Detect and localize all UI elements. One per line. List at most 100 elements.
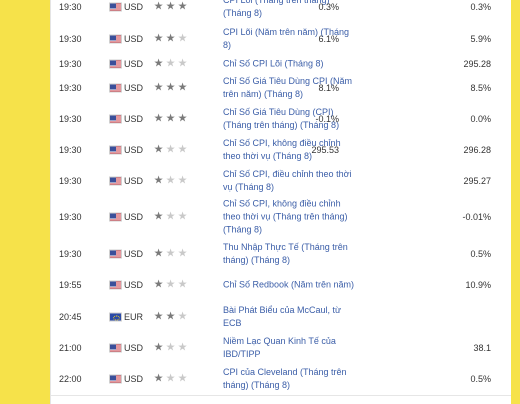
star-icon: ★ — [177, 278, 188, 291]
star-icon: ★ — [153, 278, 164, 291]
event-time: 19:30 — [59, 33, 82, 44]
currency-code: USD — [124, 113, 144, 124]
importance-rating: ★ ★ ★ — [153, 81, 188, 94]
event-name-link[interactable]: Niềm Lạc Quan Kinh Tế của IBD/TIPP — [223, 336, 336, 359]
star-icon: ★ — [165, 57, 176, 70]
currency-code: USD — [124, 280, 144, 290]
event-time: 19:30 — [59, 211, 82, 222]
table-row[interactable]: 19:30 USD ★ ★ ★ CPI Lõi (Năm trên năm) (Tháng… — [51, 22, 511, 56]
event-name-link[interactable]: Chỉ Số CPI, không điều chỉnh theo thời v… — [223, 138, 341, 161]
star-icon: ★ — [153, 112, 164, 124]
event-time: 19:55 — [59, 280, 82, 290]
table-row[interactable]: 19:55 USD ★ ★ ★ Chỉ Số Redbook (Năm trên năm)… — [51, 270, 511, 301]
event-time: 21:00 — [59, 343, 82, 353]
star-icon: ★ — [177, 247, 188, 260]
currency-code: USD — [124, 33, 144, 44]
importance-rating: ★ ★ ★ — [153, 175, 188, 186]
us-flag-icon — [109, 249, 122, 259]
star-icon: ★ — [177, 341, 188, 354]
star-icon: ★ — [153, 32, 164, 44]
event-name-link[interactable]: CPI Lõi (Tháng trên tháng) (Tháng 8) — [223, 0, 330, 18]
event-time: 19:30 — [59, 145, 82, 155]
star-icon: ★ — [165, 278, 176, 291]
star-icon: ★ — [165, 310, 176, 322]
table-row[interactable]: 19:30 USD ★ ★ ★ Thu Nhập Thực Tế (Tháng trên … — [51, 238, 511, 271]
importance-rating: ★ ★ ★ — [153, 113, 188, 124]
star-icon: ★ — [177, 57, 188, 70]
currency-code: USD — [124, 145, 144, 155]
event-name-link[interactable]: Chỉ Số CPI Lõi (Tháng 8) — [223, 58, 324, 69]
star-icon: ★ — [165, 341, 176, 354]
table-row[interactable]: 19:30 USD ★ ★ ★ Chỉ Số Giá Tiêu Dùng CPI (Năm… — [51, 73, 511, 104]
star-icon: ★ — [165, 174, 176, 186]
star-icon: ★ — [177, 32, 188, 44]
us-flag-icon — [109, 176, 122, 185]
forecast-value: -0.01% — [462, 211, 491, 222]
forecast-value: 0.0% — [470, 113, 491, 124]
star-icon: ★ — [153, 210, 164, 222]
event-time: 19:30 — [59, 2, 82, 12]
event-name-link[interactable]: CPI của Cleveland (Tháng trên tháng) (Th… — [223, 367, 347, 390]
table-row[interactable]: 19:30 USD ★ ★ ★ Chỉ Số CPI, không điều chỉnh … — [51, 195, 511, 239]
forecast-value: 296.28 — [463, 145, 491, 155]
table-row[interactable]: 20:45 EUR ★ ★ ★ Bài Phát Biểu của McCaul, từ … — [51, 300, 511, 334]
currency-code: USD — [124, 249, 144, 259]
event-name-link[interactable]: Chỉ Số Redbook (Năm trên năm) — [223, 279, 355, 290]
importance-rating: ★ ★ ★ — [153, 311, 188, 322]
importance-rating: ★ ★ ★ — [153, 373, 188, 385]
star-icon: ★ — [165, 32, 176, 44]
star-icon: ★ — [177, 174, 188, 186]
star-icon: ★ — [153, 0, 164, 13]
star-icon: ★ — [177, 210, 188, 222]
star-icon: ★ — [153, 247, 164, 260]
event-name-link[interactable]: Chỉ Số CPI, điều chỉnh theo thời vụ (Thá… — [223, 168, 352, 192]
forecast-value: 0.3% — [470, 2, 491, 12]
star-icon: ★ — [165, 0, 176, 13]
eu-flag-icon — [109, 312, 122, 321]
us-flag-icon — [109, 2, 122, 12]
forecast-value: 0.5% — [470, 249, 491, 259]
star-icon: ★ — [153, 341, 164, 354]
table-row[interactable]: 19:30 USD ★ ★ ★ Chỉ Số CPI Lõi (Tháng 8) 295.2… — [51, 55, 511, 74]
currency-code: EUR — [124, 311, 144, 322]
star-icon: ★ — [153, 310, 164, 322]
star-icon: ★ — [153, 81, 164, 94]
event-name-link[interactable]: Chỉ Số Giá Tiêu Dùng (CPI) (Tháng trên t… — [223, 106, 340, 130]
table-row[interactable]: 22:00 USD ★ ★ ★ CPI của Cleveland (Tháng trên… — [51, 363, 511, 396]
table-row[interactable]: 19:30 USD ★ ★ ★ Chỉ Số Giá Tiêu Dùng (CPI) (T… — [51, 103, 511, 135]
star-icon: ★ — [153, 174, 164, 186]
forecast-value: 295.28 — [463, 59, 491, 69]
event-time: 19:30 — [59, 175, 82, 186]
table-row[interactable]: 19:30 USD ★ ★ ★ Chỉ Số CPI, không điều chỉnh … — [51, 134, 511, 167]
importance-rating: ★ ★ ★ — [153, 278, 188, 291]
forecast-value: 0.5% — [470, 374, 491, 384]
importance-rating: ★ ★ ★ — [153, 143, 188, 156]
currency-code: USD — [124, 2, 144, 12]
star-icon: ★ — [177, 81, 188, 94]
event-name-link[interactable]: Thu Nhập Thực Tế (Tháng trên tháng) (Thá… — [223, 242, 348, 265]
importance-rating: ★ ★ ★ — [153, 247, 188, 260]
event-name-link[interactable]: Chỉ Số CPI, không điều chỉnh theo thời v… — [223, 198, 348, 234]
us-flag-icon — [109, 343, 122, 353]
star-icon: ★ — [165, 247, 176, 260]
star-icon: ★ — [177, 0, 188, 13]
forecast-value: 10.9% — [465, 280, 491, 290]
event-name-link[interactable]: Chỉ Số Giá Tiêu Dùng CPI (Năm trên năm) … — [223, 76, 353, 99]
table-row[interactable]: 21:00 USD ★ ★ ★ Niềm Lạc Quan Kinh Tế của IBD… — [51, 333, 511, 364]
importance-rating: ★ ★ ★ — [153, 0, 188, 13]
event-time: 19:30 — [59, 113, 82, 124]
currency-code: USD — [124, 343, 144, 353]
table-row[interactable]: 19:30 USD ★ ★ ★ Chỉ Số CPI, điều chỉnh theo t… — [51, 166, 511, 196]
event-time: 20:45 — [59, 311, 82, 322]
currency-code: USD — [124, 374, 144, 384]
table-row[interactable]: 19:30 USD ★ ★ ★ CPI Lõi (Tháng trên tháng) (T… — [51, 0, 511, 23]
star-icon: ★ — [153, 57, 164, 70]
event-time: 19:30 — [59, 83, 82, 93]
actual-value: 6.1% — [318, 33, 339, 44]
star-icon: ★ — [165, 143, 176, 156]
event-name-link[interactable]: Bài Phát Biểu của McCaul, từ ECB — [223, 304, 342, 328]
star-icon: ★ — [165, 210, 176, 222]
us-flag-icon — [109, 145, 122, 155]
event-name-link[interactable]: CPI Lõi (Năm trên năm) (Tháng 8) — [223, 26, 350, 50]
forecast-value: 295.27 — [463, 175, 491, 186]
